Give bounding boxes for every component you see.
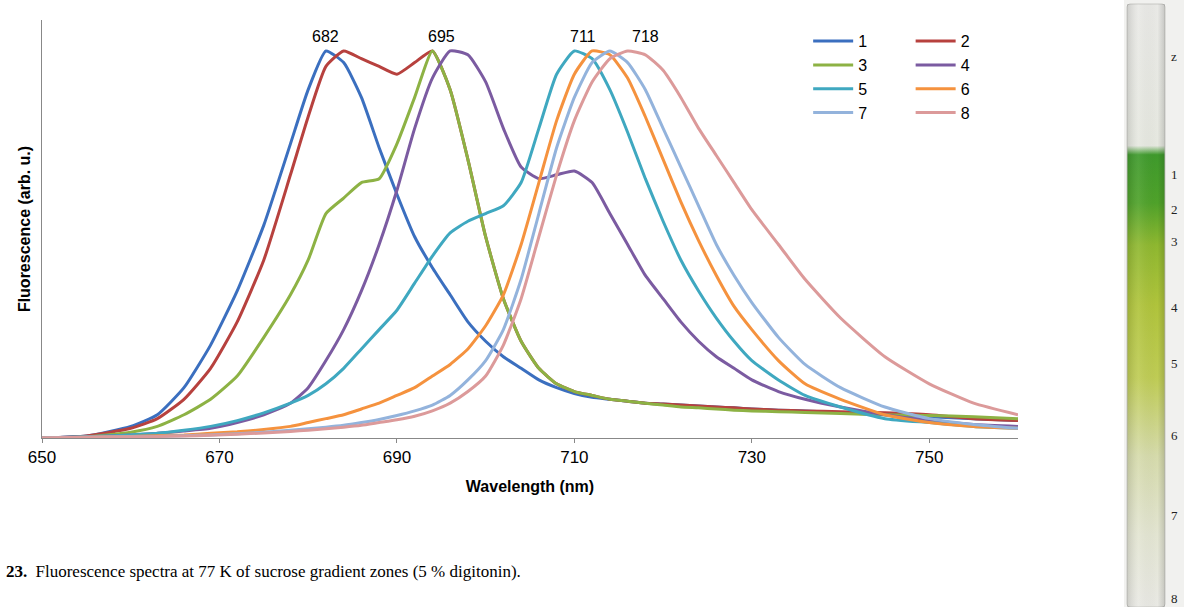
svg-text:5: 5 <box>1171 356 1178 371</box>
svg-text:1: 1 <box>1171 167 1178 182</box>
svg-text:Fluorescence (arb. u.): Fluorescence (arb. u.) <box>16 146 33 312</box>
svg-text:1: 1 <box>858 33 867 50</box>
svg-text:8: 8 <box>961 105 970 122</box>
svg-text:650: 650 <box>28 448 56 467</box>
svg-text:4: 4 <box>961 57 970 74</box>
svg-text:8: 8 <box>1171 591 1178 606</box>
svg-text:Wavelength (nm): Wavelength (nm) <box>466 478 594 495</box>
svg-text:711: 711 <box>570 28 596 45</box>
svg-text:2: 2 <box>961 33 970 50</box>
svg-text:670: 670 <box>205 448 233 467</box>
svg-text:710: 710 <box>560 448 588 467</box>
svg-text:750: 750 <box>915 448 943 467</box>
svg-text:7: 7 <box>858 105 867 122</box>
svg-text:690: 690 <box>383 448 411 467</box>
svg-text:z: z <box>1171 49 1177 64</box>
svg-text:3: 3 <box>858 57 867 74</box>
svg-text:6: 6 <box>1171 428 1178 443</box>
svg-text:2: 2 <box>1171 202 1178 217</box>
svg-text:3: 3 <box>1171 234 1178 249</box>
svg-text:730: 730 <box>738 448 766 467</box>
html-text:23. Fluorescence spectra at 77: 23. Fluorescence spectra at 77 K of sucr… <box>6 562 521 581</box>
svg-text:682: 682 <box>312 28 339 45</box>
svg-text:4: 4 <box>1171 300 1178 315</box>
svg-text:6: 6 <box>961 81 970 98</box>
svg-text:718: 718 <box>632 28 659 45</box>
svg-text:5: 5 <box>858 81 867 98</box>
svg-text:7: 7 <box>1171 508 1178 523</box>
svg-text:695: 695 <box>428 28 455 45</box>
